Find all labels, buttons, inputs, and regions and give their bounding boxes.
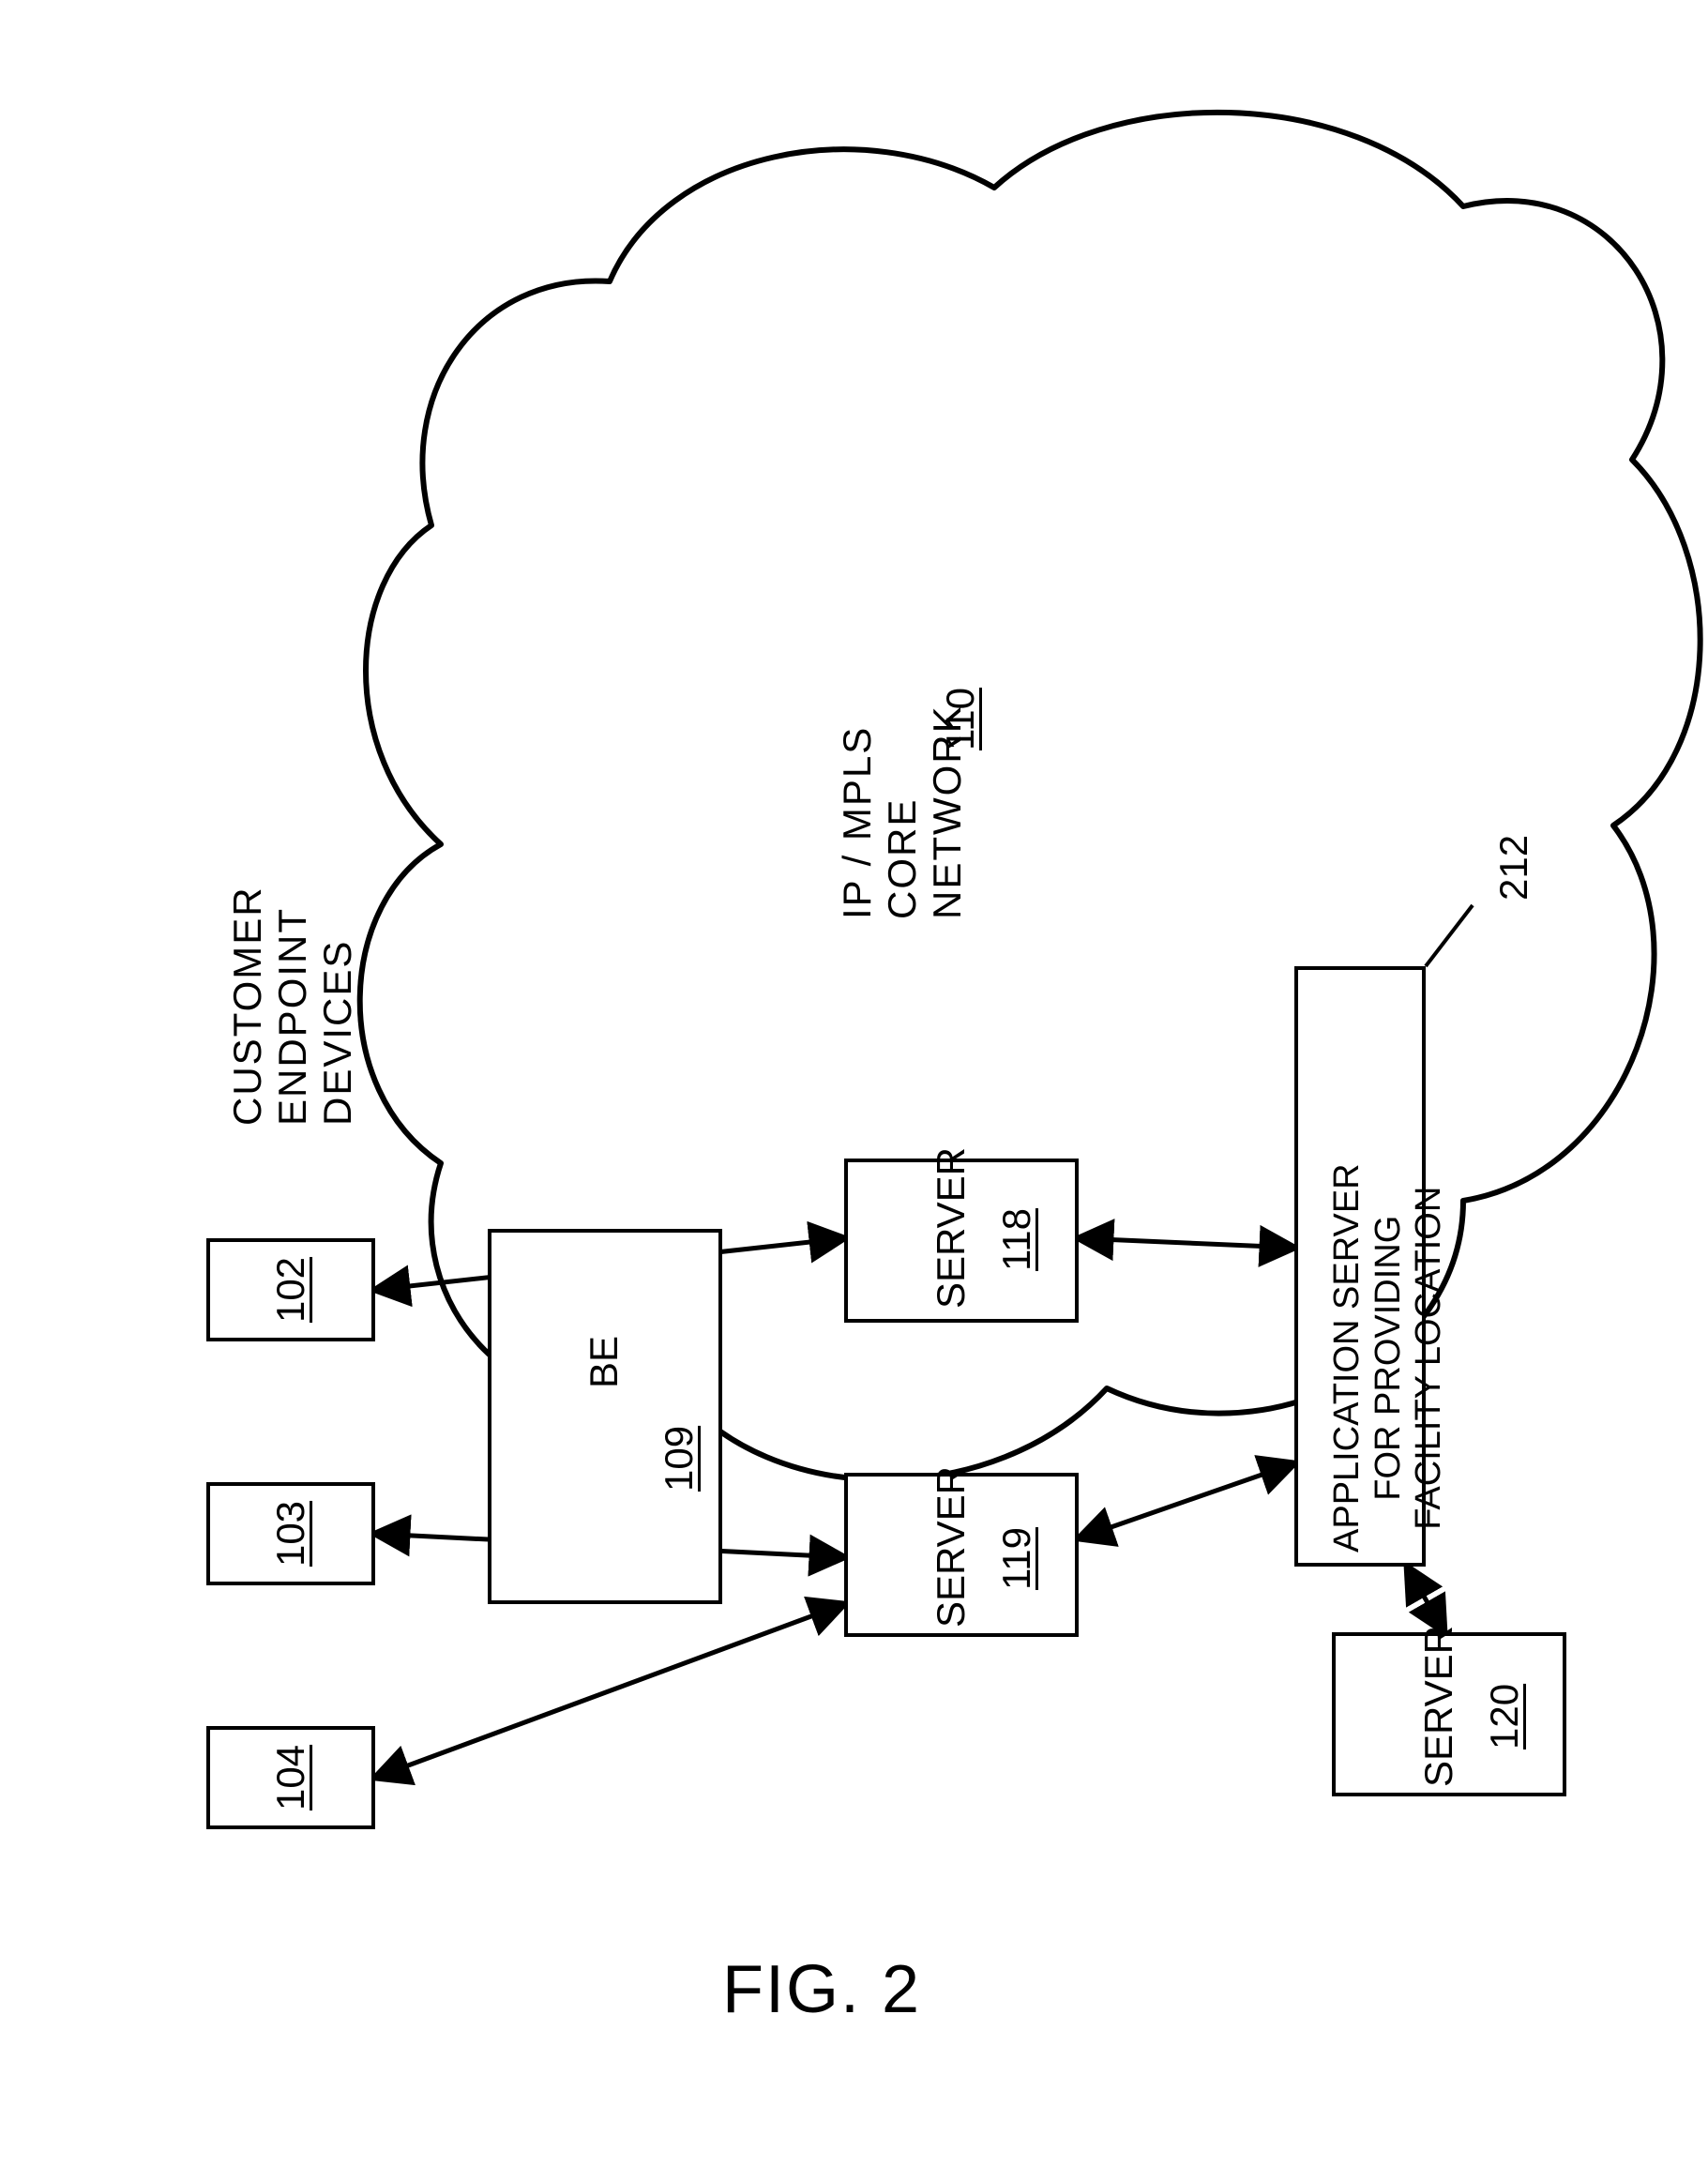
ref-110: 110 (938, 688, 982, 750)
ref-103: 103 (268, 1501, 313, 1567)
figure-canvas: { "type": "network-diagram", "figure_lab… (0, 0, 1708, 2166)
ref-109: 109 (657, 1426, 701, 1492)
ref-leader (1426, 905, 1473, 966)
server-120-label-text: SERVER (1416, 1626, 1460, 1787)
app-212-ref: 212 (1491, 835, 1536, 901)
server-119-label-text: SERVER (929, 1466, 973, 1628)
server-119-ref: 119 (994, 1527, 1039, 1590)
ref-102: 102 (268, 1257, 313, 1323)
ref-104: 104 (268, 1745, 313, 1810)
app-212-label: APPLICATION SERVERFOR PROVIDINGFACILITY … (1327, 1163, 1450, 1553)
be-ref: 109 (657, 1426, 702, 1492)
ref-118: 118 (994, 1208, 1038, 1271)
cloud-ref: 110 (938, 688, 983, 750)
endpoint-104: 104 (206, 1726, 375, 1829)
ref-119: 119 (994, 1527, 1038, 1590)
server-118-ref: 118 (994, 1208, 1039, 1271)
figure-label-text: FIG. 2 (722, 1952, 921, 2027)
section-customer-endpoint: CUSTOMERENDPOINTDEVICES (225, 886, 360, 1126)
be-label-text: BE (582, 1336, 626, 1388)
server-120-ref: 120 (1482, 1684, 1527, 1749)
endpoint-103: 103 (206, 1482, 375, 1585)
server-120-label: SERVER (1416, 1626, 1461, 1787)
app-212-label-text: APPLICATION SERVERFOR PROVIDINGFACILITY … (1327, 1163, 1448, 1553)
figure-label: FIG. 2 (722, 1951, 921, 2028)
section-customer-label: CUSTOMERENDPOINTDEVICES (225, 886, 359, 1126)
server-118-label: SERVER (929, 1147, 974, 1309)
ref-120: 120 (1482, 1684, 1526, 1749)
border-element-109 (488, 1229, 722, 1604)
ref-212: 212 (1491, 835, 1535, 901)
server-118-label-text: SERVER (929, 1147, 973, 1309)
endpoint-102: 102 (206, 1238, 375, 1341)
server-119-label: SERVER (929, 1466, 974, 1628)
be-label: BE (582, 1336, 627, 1388)
